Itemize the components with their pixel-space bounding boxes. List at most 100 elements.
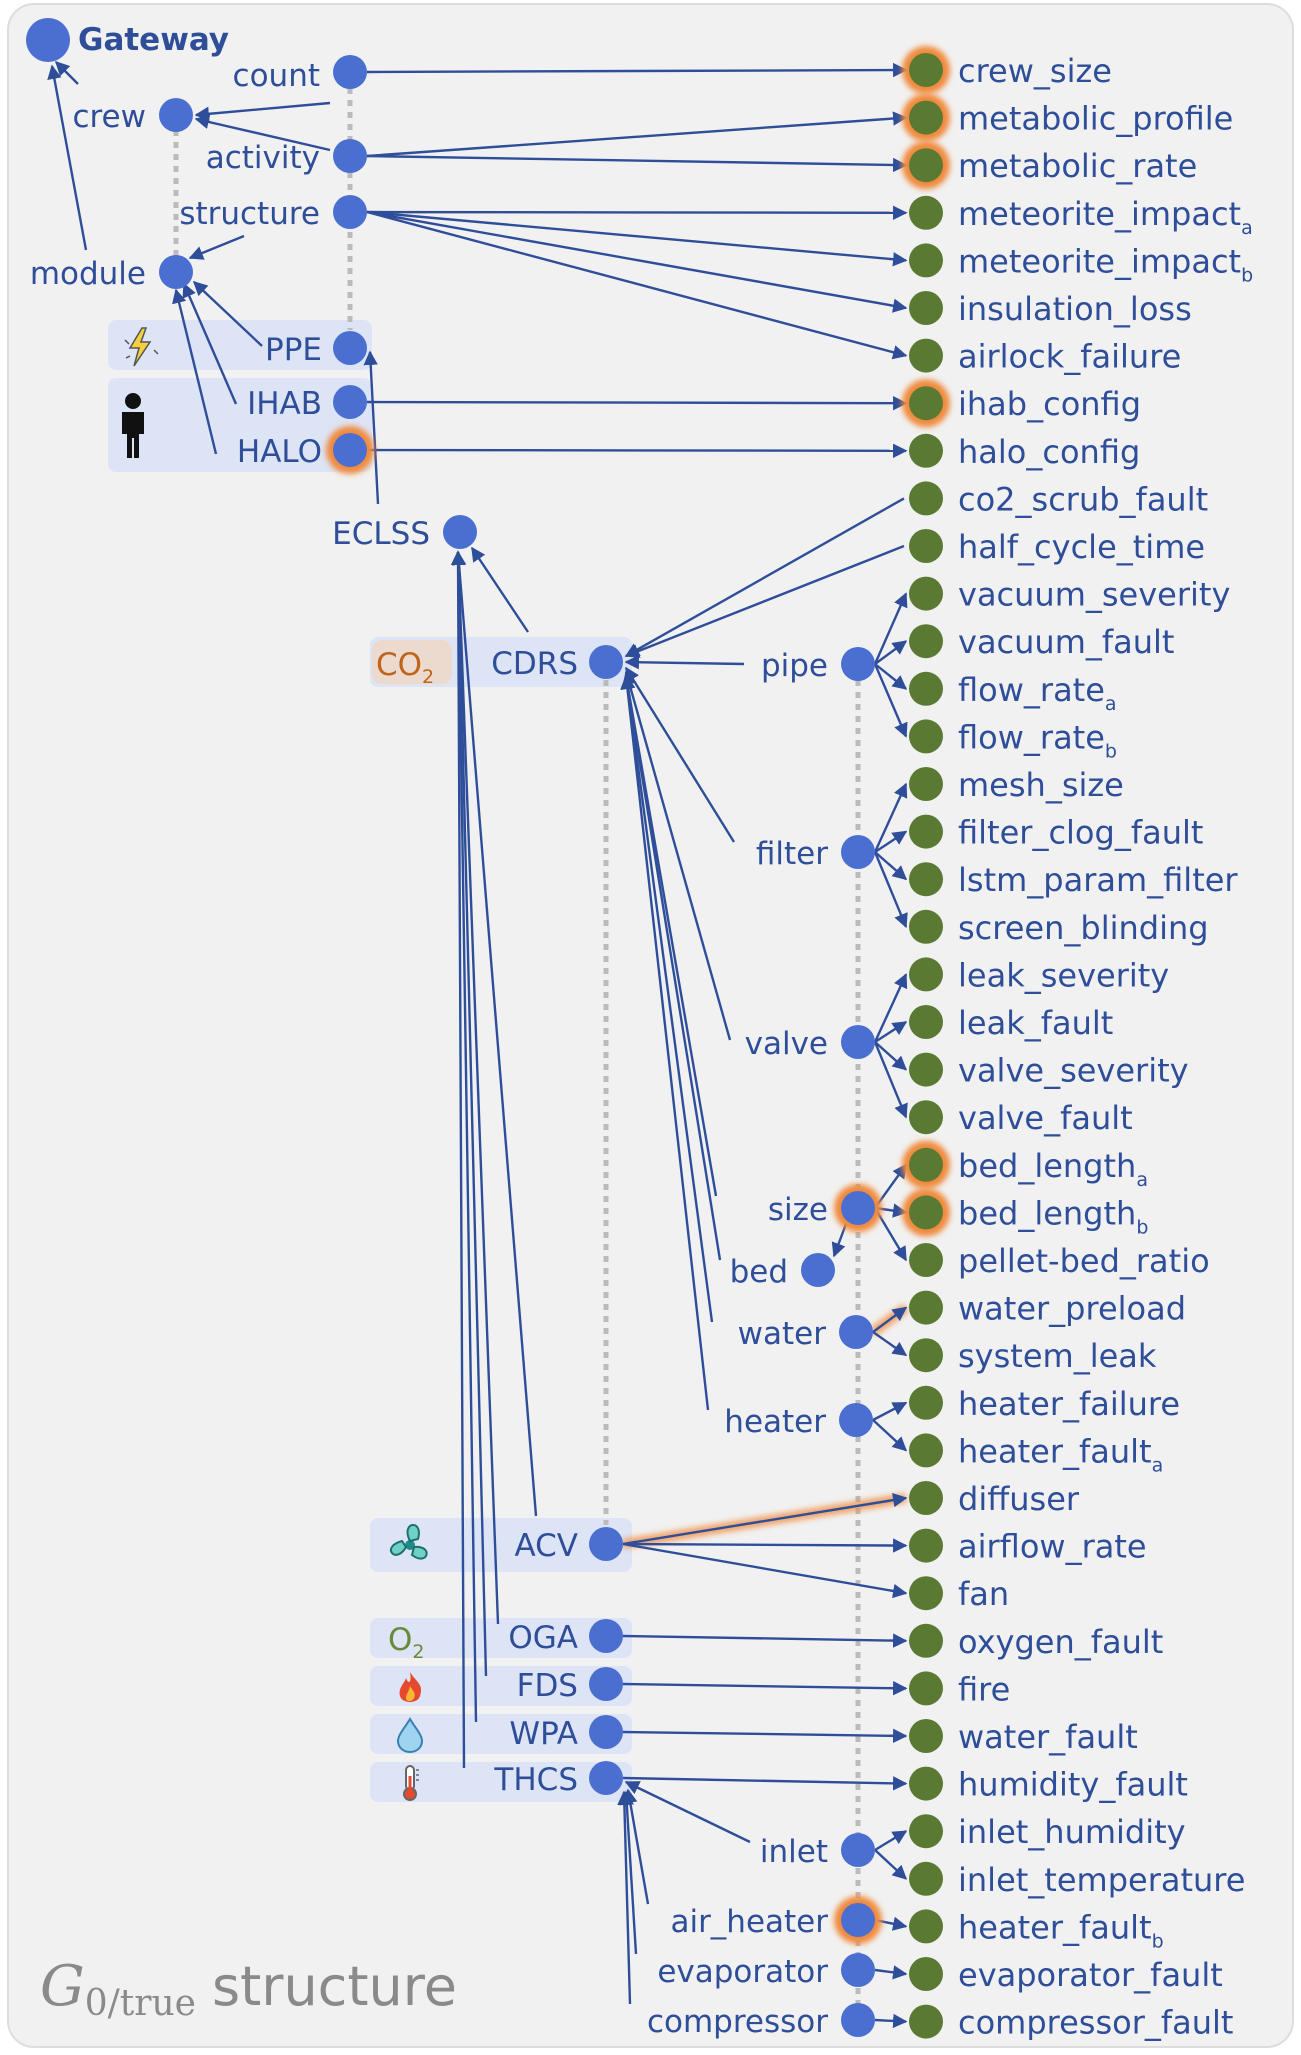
cdrs-label: CDRS — [491, 646, 578, 682]
leaf-node — [909, 767, 943, 801]
edge-acv-to-leaf-31 — [622, 1538, 908, 1553]
leaf-node — [909, 1861, 943, 1896]
edge-water-to-cdrs — [620, 674, 714, 1323]
leaf-node — [909, 1433, 943, 1468]
wpa-label: WPA — [509, 1716, 578, 1752]
leaf-label: meteorite_impactb — [958, 242, 1253, 286]
leaf-node — [909, 433, 943, 468]
module-node — [159, 255, 193, 289]
ppe-node — [333, 331, 367, 365]
band-wpa — [370, 1714, 632, 1754]
edge-eclss-to-ppe — [363, 350, 380, 505]
edge-wpa-to-eclss — [451, 550, 478, 1723]
leaf-label: halo_config — [958, 433, 1140, 471]
pipe-node — [841, 647, 875, 681]
edge-halo-to-module — [172, 288, 218, 455]
structure-node — [333, 195, 367, 229]
leaf-node — [909, 719, 943, 754]
edge-inlet-to-leaf-38 — [874, 1849, 908, 1880]
band-fds — [370, 1666, 632, 1706]
edge-pipe-to-leaf-14 — [873, 663, 908, 738]
leaf-node — [909, 1195, 943, 1230]
edge-valve-to-leaf-19 — [873, 973, 908, 1043]
leaf-node — [909, 1243, 943, 1277]
leaf-node — [909, 148, 943, 183]
edge-heater-to-cdrs — [620, 674, 710, 1411]
edge-count-to-leaf-0 — [366, 62, 908, 78]
leaf-label: metabolic_rate — [958, 147, 1197, 185]
edge-wpa-to-leaf-35 — [622, 1728, 908, 1744]
edge-filter-to-leaf-15 — [873, 782, 908, 853]
edge-airheater-to-thcs — [623, 1788, 650, 1905]
edge-structure-to-leaf-6 — [366, 210, 908, 360]
fds-node — [589, 1667, 623, 1701]
bed-label: bed — [730, 1254, 788, 1290]
evaporator-label: evaporator — [657, 1954, 828, 1990]
thcs-label: THCS — [493, 1762, 578, 1798]
leaf-label: compressor_fault — [958, 2004, 1233, 2042]
leaf-label: valve_severity — [958, 1052, 1189, 1090]
leaf-node — [909, 671, 943, 706]
edge-acv-to-leaf-32 — [622, 1542, 908, 1599]
leaf-label: filter_clog_fault — [958, 814, 1203, 852]
lightning-icon — [124, 327, 159, 367]
edge-cdrs-to-eclss — [471, 546, 529, 633]
oga-label: OGA — [508, 1620, 578, 1656]
leaf-label: heater_faultb — [958, 1908, 1164, 1952]
leaf-label: leak_fault — [958, 1004, 1113, 1042]
caption-sub: 0/true — [85, 1983, 196, 2024]
leaf-node — [909, 1766, 943, 1801]
edge-heater-to-leaf-29 — [872, 1419, 908, 1452]
edge-ihab-to-leaf-7 — [366, 395, 908, 411]
edge-pipe-to-leaf-13 — [874, 663, 908, 690]
leaf-label: mesh_size — [958, 766, 1124, 804]
leaf-label: evaporator_fault — [958, 1956, 1223, 1994]
edges — [47, 60, 908, 2029]
leaf-node — [909, 957, 943, 992]
nodes — [26, 18, 943, 2039]
leaf-node — [909, 1814, 943, 1849]
crew-node — [159, 98, 193, 132]
edge-pipe-to-cdrs — [624, 655, 745, 670]
edge-valve-to-cdrs — [622, 670, 732, 1041]
caption-word: structure — [212, 1955, 457, 2018]
leaf-label: pellet-bed_ratio — [958, 1242, 1210, 1280]
edge-heater-to-leaf-28 — [872, 1401, 908, 1422]
water-drop-icon — [396, 1717, 424, 1754]
leaf-label: insulation_loss — [958, 290, 1192, 328]
leaf-label: vacuum_severity — [958, 576, 1230, 614]
leaf-label: bed_lengtha — [958, 1147, 1148, 1191]
edge-oga-to-leaf-33 — [622, 1633, 908, 1648]
leaf-node — [909, 814, 943, 849]
edge-inlet-to-leaf-37 — [874, 1830, 908, 1852]
leaf-node — [909, 1671, 943, 1706]
inlet-node — [841, 1833, 875, 1867]
edge-fds-to-eclss — [451, 550, 488, 1677]
leaf-label: fan — [958, 1575, 1009, 1613]
diagram-caption: G0/true structure — [40, 1954, 457, 2024]
acv-label: ACV — [514, 1528, 578, 1564]
leaf-node — [909, 291, 943, 325]
activity-label: activity — [206, 140, 320, 176]
leaf-label: valve_fault — [958, 1099, 1133, 1137]
edge-pipe-to-leaf-12 — [874, 640, 908, 665]
module-label: module — [30, 256, 146, 292]
co2-badge-glow — [372, 640, 452, 684]
caption-g: G — [40, 1954, 85, 2019]
air-heater-node — [841, 1903, 875, 1937]
co2-label: CO2 — [376, 647, 434, 688]
leaf-node — [909, 1481, 943, 1515]
edge-acv-to-eclss — [451, 550, 538, 1517]
valve-label: valve — [745, 1026, 828, 1062]
size-label: size — [768, 1192, 828, 1228]
wpa-node — [589, 1715, 623, 1749]
bed-node — [801, 1253, 835, 1287]
air-heater-label: air_heater — [670, 1904, 828, 1940]
edge-fds-to-leaf-34 — [622, 1680, 908, 1696]
compressor-node — [841, 2003, 875, 2037]
heater-node — [839, 1403, 873, 1437]
leaf-label: water_fault — [958, 1718, 1138, 1756]
edge-filter-to-leaf-17 — [874, 851, 908, 881]
ppe-label: PPE — [265, 332, 322, 368]
